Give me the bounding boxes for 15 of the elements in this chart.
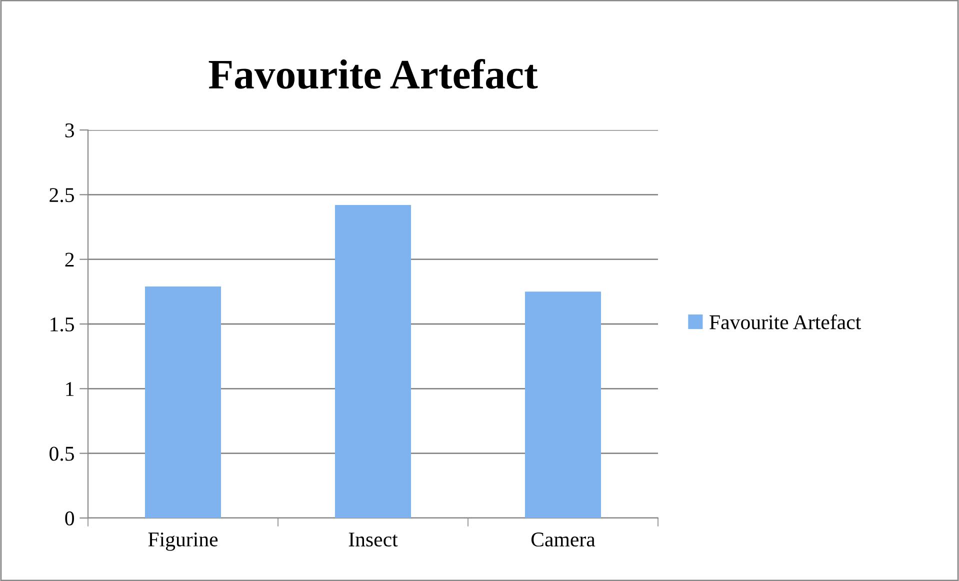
y-tick-label: 0.5 <box>50 446 74 461</box>
y-tick-label: 0 <box>65 511 74 526</box>
y-tick-label: 1 <box>66 382 74 396</box>
legend-label: Favourite Artefact <box>710 314 862 330</box>
x-tick-label: Figurine <box>148 532 218 551</box>
bar <box>525 292 601 518</box>
y-tick-label: 2 <box>65 252 74 267</box>
x-tick-label: Insect <box>348 532 398 547</box>
y-tick-label: 1.5 <box>50 317 74 332</box>
bar <box>145 286 221 518</box>
x-tick-label: Camera <box>531 532 596 547</box>
bar <box>335 205 411 518</box>
y-tick-label: 2.5 <box>50 188 74 202</box>
y-tick-label: 3 <box>65 123 74 138</box>
chart-title: Favourite Artefact <box>208 58 538 89</box>
